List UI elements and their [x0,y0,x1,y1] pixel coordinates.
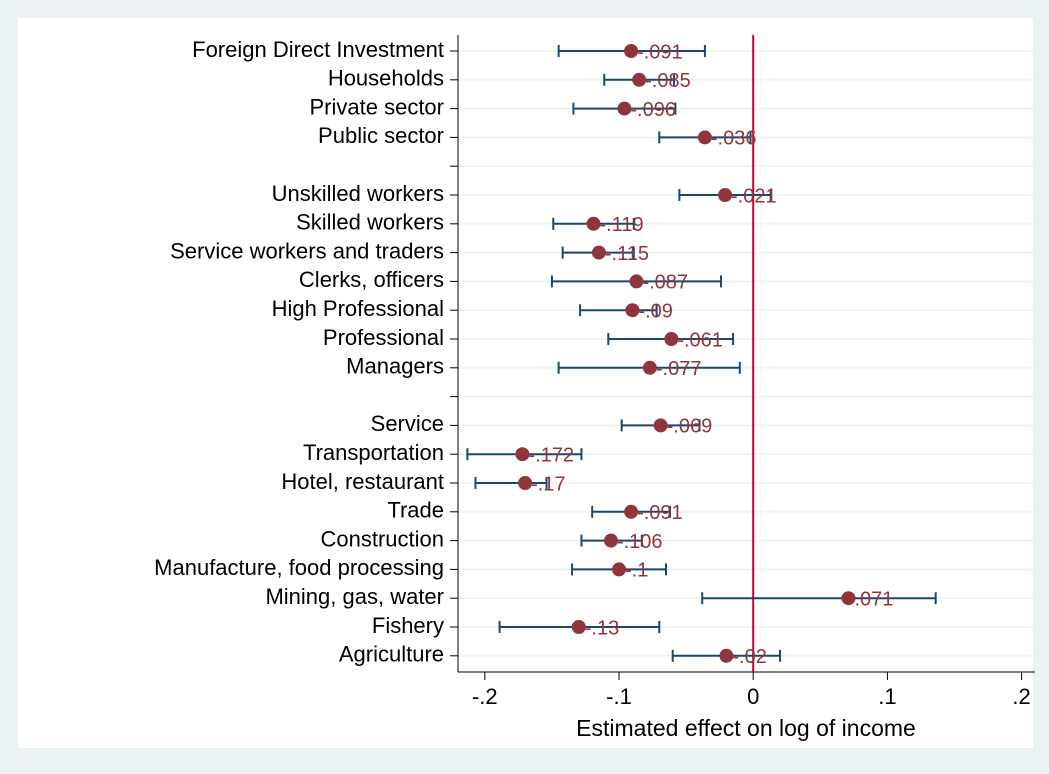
y-tick-label: Clerks, officers [299,267,444,292]
point [518,476,533,490]
point [515,447,530,462]
y-tick-label: Public sector [318,123,444,148]
value-label: -.119 [600,214,644,236]
point [586,216,601,231]
point [642,360,657,375]
point [624,44,639,58]
point [624,504,639,519]
point [571,620,586,634]
point [603,533,618,548]
value-label: -.172 [528,444,574,466]
point [718,188,733,202]
y-tick-label: Service workers and traders [170,238,444,263]
y-tick-label: Private sector [310,94,445,119]
y-tick-label: Foreign Direct Investment [192,37,444,62]
value-label: -.091 [637,41,683,63]
y-tick-label: Professional [323,325,444,350]
value-label: .071 [854,588,893,610]
value-label: -.091 [637,502,683,524]
x-tick-label: -.1 [606,684,632,709]
point [841,591,856,606]
y-tick-label: Trade [387,498,444,523]
y-tick-label: Unskilled workers [272,181,444,206]
value-label: -.077 [656,358,702,380]
x-tick-label: -.2 [472,684,498,709]
y-tick-label: Manufacture, food processing [154,555,444,580]
point [612,562,627,577]
y-tick-label: Skilled workers [296,210,444,235]
point [591,245,606,260]
value-label: -.09 [638,300,672,322]
y-tick-label: Managers [346,354,444,379]
y-tick-label: Households [328,66,444,91]
value-label: -.036 [711,128,757,150]
y-tick-label: Construction [320,526,444,551]
y-tick-label: Service [371,411,444,436]
x-axis-label: Estimated effect on log of income [576,715,916,741]
y-tick-label: High Professional [272,296,444,321]
point [719,648,734,663]
y-tick-label: Fishery [372,613,444,638]
value-label: -.087 [642,272,688,294]
point [697,130,712,145]
x-tick-label: .1 [878,684,896,709]
y-tick-label: Transportation [303,440,444,465]
value-label: -.085 [645,70,691,92]
point [664,332,679,346]
x-tick-label: .2 [1012,684,1030,709]
graph-region [18,18,1033,748]
value-label: -.115 [605,243,649,265]
y-tick-label: Agriculture [339,642,444,667]
value-label: -.096 [630,99,676,121]
value-label: -.1 [625,560,648,582]
y-tick-label: Mining, gas, water [265,584,444,609]
point [625,303,640,318]
point [653,418,668,433]
value-label: -.17 [531,473,565,495]
point [629,274,644,289]
value-label: -.13 [585,617,619,639]
y-tick-label: Hotel, restaurant [281,469,444,494]
point [632,72,647,87]
value-label: -.021 [731,185,777,207]
value-label: -.069 [667,416,713,438]
value-label: -.02 [732,646,766,668]
value-label: -.106 [617,531,663,553]
point [617,101,632,116]
value-label: -.061 [677,329,723,351]
x-tick-label: 0 [747,684,759,709]
